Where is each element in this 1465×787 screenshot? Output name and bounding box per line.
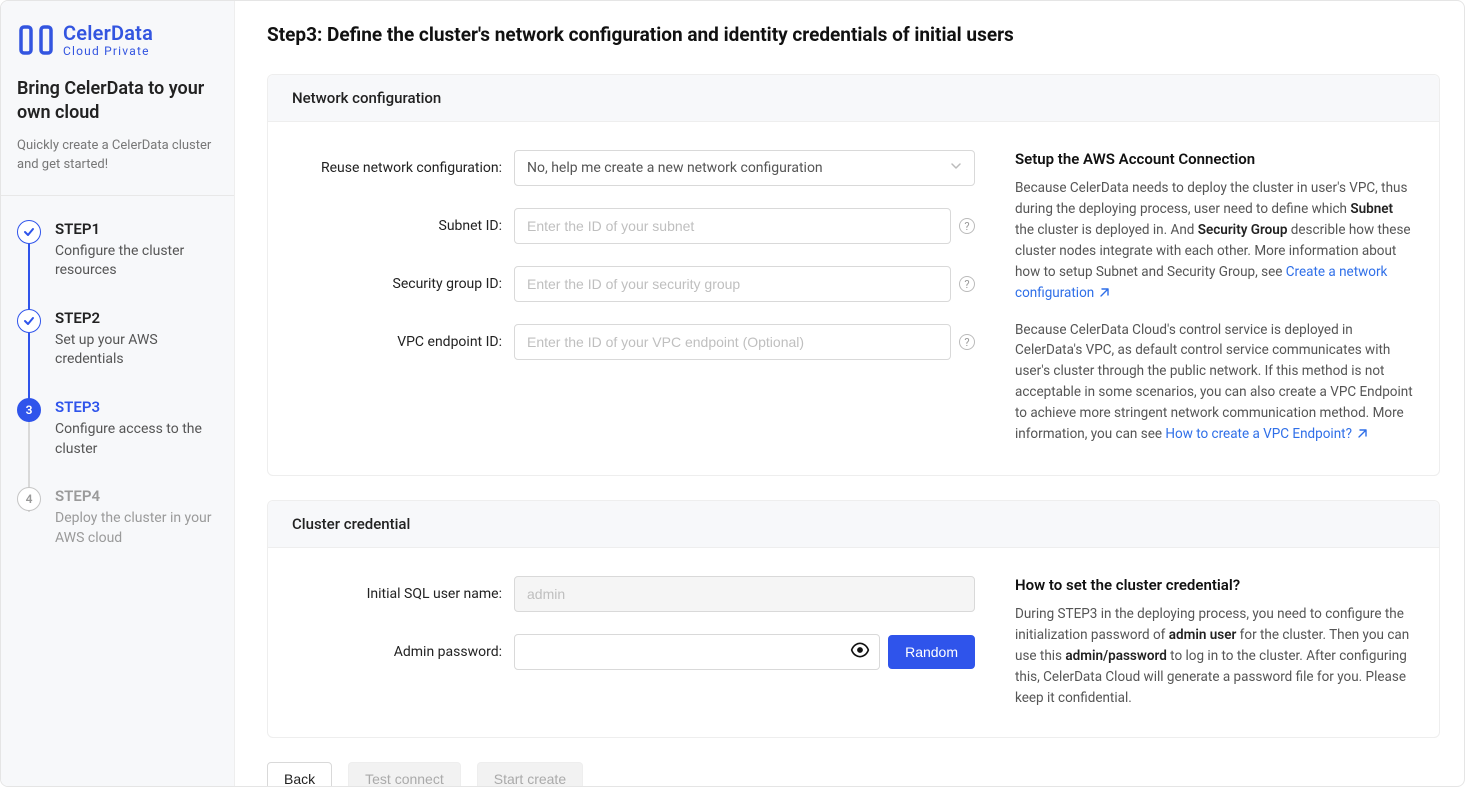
step-3[interactable]: 3 STEP3 Configure access to the cluster bbox=[17, 398, 218, 459]
initial-sql-user-label: Initial SQL user name: bbox=[292, 586, 502, 602]
brand-logo: CelerData Cloud Private bbox=[17, 21, 218, 59]
admin-password-label: Admin password: bbox=[292, 644, 502, 660]
step-number-icon: 3 bbox=[17, 398, 41, 422]
test-connect-button[interactable]: Test connect bbox=[348, 762, 461, 786]
step-1[interactable]: STEP1 Configure the cluster resources bbox=[17, 220, 218, 281]
network-help-panel: Setup the AWS Account Connection Because… bbox=[1015, 150, 1415, 447]
footer-actions: Back Test connect Start create bbox=[267, 762, 1440, 786]
brand-subtitle: Cloud Private bbox=[63, 44, 153, 58]
reuse-network-select[interactable]: No, help me create a new network configu… bbox=[514, 150, 975, 186]
step-description: Set up your AWS credentials bbox=[55, 331, 218, 370]
network-configuration-card: Network configuration Reuse network conf… bbox=[267, 74, 1440, 476]
main-content: Step3: Define the cluster's network conf… bbox=[235, 1, 1464, 786]
step-label: STEP3 bbox=[55, 398, 218, 416]
logo-mark-icon bbox=[17, 21, 55, 59]
app-frame: CelerData Cloud Private Bring CelerData … bbox=[0, 0, 1465, 787]
create-vpc-endpoint-link[interactable]: How to create a VPC Endpoint? bbox=[1165, 426, 1368, 442]
vpc-endpoint-id-label: VPC endpoint ID: bbox=[292, 334, 502, 350]
eye-icon[interactable] bbox=[850, 640, 870, 664]
check-icon bbox=[17, 309, 41, 333]
back-button[interactable]: Back bbox=[267, 762, 332, 786]
help-title: Setup the AWS Account Connection bbox=[1015, 150, 1415, 168]
brand-name: CelerData bbox=[63, 23, 153, 44]
step-label: STEP4 bbox=[55, 487, 218, 505]
check-icon bbox=[17, 220, 41, 244]
start-create-button[interactable]: Start create bbox=[477, 762, 583, 786]
chevron-down-icon bbox=[950, 160, 962, 176]
step-description: Deploy the cluster in your AWS cloud bbox=[55, 509, 218, 548]
step-connector bbox=[28, 244, 30, 314]
divider bbox=[1, 195, 234, 196]
help-title: How to set the cluster credential? bbox=[1015, 576, 1415, 594]
card-header: Cluster credential bbox=[268, 501, 1439, 548]
help-icon[interactable]: ? bbox=[959, 218, 975, 234]
sidebar: CelerData Cloud Private Bring CelerData … bbox=[1, 1, 235, 786]
network-form: Reuse network configuration: No, help me… bbox=[292, 150, 975, 447]
sidebar-description: Quickly create a CelerData cluster and g… bbox=[17, 136, 218, 175]
subnet-id-input[interactable] bbox=[514, 208, 951, 244]
security-group-id-label: Security group ID: bbox=[292, 276, 502, 292]
help-icon[interactable]: ? bbox=[959, 334, 975, 350]
select-value: No, help me create a new network configu… bbox=[527, 160, 823, 176]
external-link-icon bbox=[1356, 426, 1368, 447]
credential-form: Initial SQL user name: Admin password: bbox=[292, 576, 975, 709]
sidebar-title: Bring CelerData to your own cloud bbox=[17, 77, 218, 126]
step-label: STEP1 bbox=[55, 220, 218, 238]
help-icon[interactable]: ? bbox=[959, 276, 975, 292]
external-link-icon bbox=[1098, 285, 1110, 306]
reuse-network-label: Reuse network configuration: bbox=[292, 160, 502, 176]
step-description: Configure access to the cluster bbox=[55, 420, 218, 459]
card-header: Network configuration bbox=[268, 75, 1439, 122]
help-paragraph: During STEP3 in the deploying process, y… bbox=[1015, 604, 1415, 709]
credential-help-panel: How to set the cluster credential? Durin… bbox=[1015, 576, 1415, 709]
cluster-credential-card: Cluster credential Initial SQL user name… bbox=[267, 500, 1440, 738]
step-number-icon: 4 bbox=[17, 487, 41, 511]
help-paragraph: Because CelerData needs to deploy the cl… bbox=[1015, 178, 1415, 306]
step-4[interactable]: 4 STEP4 Deploy the cluster in your AWS c… bbox=[17, 487, 218, 548]
admin-password-input[interactable] bbox=[514, 634, 880, 670]
step-2[interactable]: STEP2 Set up your AWS credentials bbox=[17, 309, 218, 370]
page-title: Step3: Define the cluster's network conf… bbox=[267, 23, 1440, 46]
help-paragraph: Because CelerData Cloud's control servic… bbox=[1015, 320, 1415, 448]
random-password-button[interactable]: Random bbox=[888, 635, 975, 669]
wizard-steps: STEP1 Configure the cluster resources ST… bbox=[17, 220, 218, 549]
vpc-endpoint-id-input[interactable] bbox=[514, 324, 951, 360]
security-group-id-input[interactable] bbox=[514, 266, 951, 302]
step-label: STEP2 bbox=[55, 309, 218, 327]
subnet-id-label: Subnet ID: bbox=[292, 218, 502, 234]
step-description: Configure the cluster resources bbox=[55, 242, 218, 281]
initial-sql-user-input bbox=[514, 576, 975, 612]
